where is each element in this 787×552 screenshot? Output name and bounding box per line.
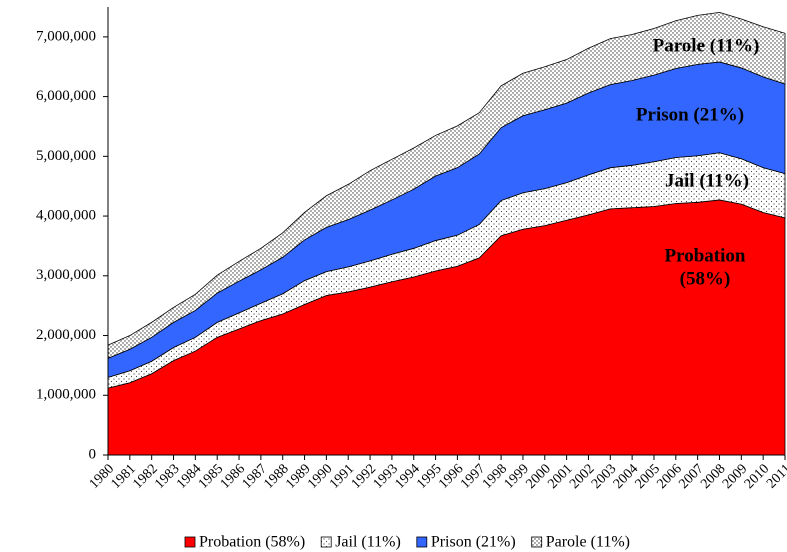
y-tick-label: 1,000,000 [36, 387, 96, 403]
y-tick-label: 3,000,000 [36, 267, 96, 283]
y-tick-label: 6,000,000 [36, 88, 96, 104]
annotation: Jail (11%) [665, 170, 749, 191]
y-tick-label: 2,000,000 [36, 327, 96, 343]
y-tick-label: 7,000,000 [36, 28, 96, 44]
annotation: (58%) [680, 268, 731, 289]
area [107, 11, 786, 359]
legend-swatch [416, 536, 428, 548]
y-tick-label: 5,000,000 [36, 148, 96, 164]
legend-label: Jail (11%) [335, 534, 401, 551]
x-tick-label: 2011 [764, 461, 787, 491]
legend-label: Prison (21%) [431, 534, 516, 551]
legend-swatch [184, 536, 196, 548]
legend: Probation (58%) Jail (11%) Prison (21%) Par… [184, 534, 630, 551]
y-tick-label: 4,000,000 [36, 208, 96, 224]
legend-swatch [320, 536, 332, 548]
legend-label: Probation (58%) [199, 534, 305, 551]
annotation: Probation [665, 245, 746, 266]
annotation: Parole (11%) [653, 35, 760, 56]
annotation: Prison (21%) [636, 104, 744, 125]
y-tick-label: 0 [89, 446, 97, 462]
legend-label: Parole (11%) [546, 534, 630, 551]
legend-swatch [531, 536, 543, 548]
